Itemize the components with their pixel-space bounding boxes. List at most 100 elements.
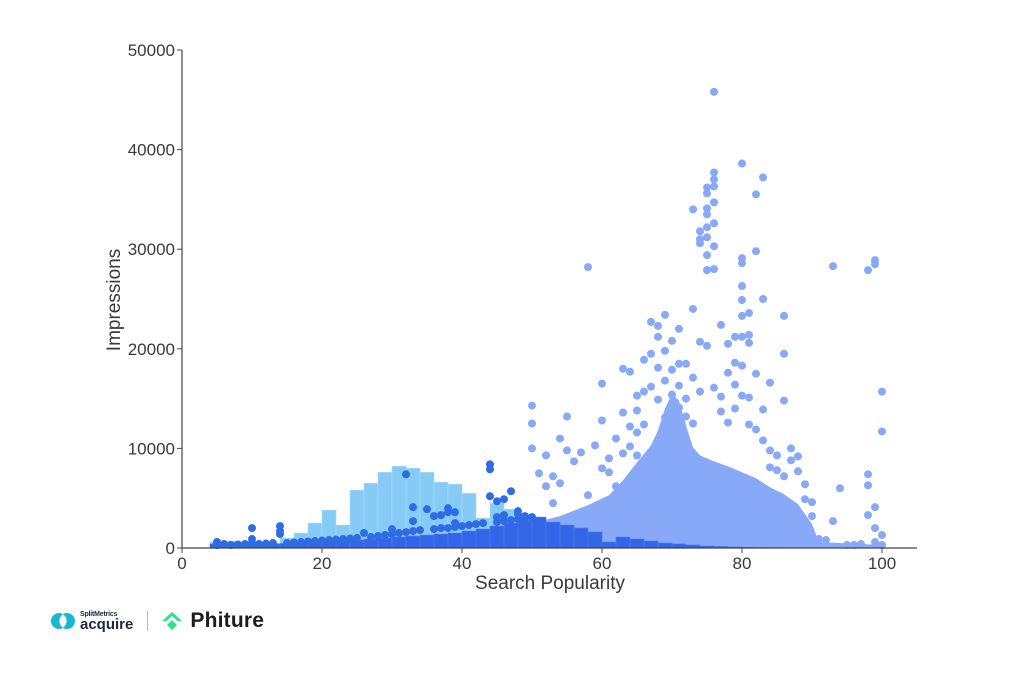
scatter-point	[724, 339, 732, 348]
scatter-point	[689, 304, 697, 313]
scatter-point	[710, 175, 718, 184]
scatter-point	[731, 358, 739, 367]
scatter-point	[556, 434, 564, 443]
scatter-point	[661, 310, 669, 319]
scatter-point	[353, 534, 361, 543]
scatter-point	[255, 540, 263, 549]
phiture-logo: Phiture	[162, 609, 264, 633]
scatter-point	[675, 403, 683, 412]
x-tick-label: 60	[593, 554, 612, 573]
scatter-point	[780, 472, 788, 481]
scatter-point	[703, 341, 711, 350]
scatter-point	[500, 517, 508, 526]
scatter-point	[269, 539, 277, 548]
scatter-point	[738, 282, 746, 291]
scatter-point	[332, 535, 340, 544]
scatter-point	[717, 320, 725, 329]
scatter-point	[262, 539, 270, 548]
histogram-bar	[517, 519, 533, 549]
histogram-bar	[615, 536, 631, 549]
scatter-point	[731, 404, 739, 413]
scatter-point	[437, 511, 445, 520]
scatter-point	[227, 541, 235, 550]
scatter-point	[346, 534, 354, 543]
scatter-point	[416, 526, 424, 535]
x-tick-label: 40	[453, 554, 472, 573]
scatter-point	[647, 382, 655, 391]
x-axis-title: Search Popularity	[475, 573, 625, 594]
y-tick-label: 0	[166, 539, 175, 558]
scatter-point	[605, 454, 613, 463]
scatter-point	[668, 418, 676, 427]
scatter-point	[864, 481, 872, 490]
scatter-point	[745, 420, 753, 429]
scatter-point	[444, 524, 452, 533]
scatter-point	[661, 346, 669, 355]
scatter-point	[689, 419, 697, 428]
scatter-point	[738, 159, 746, 168]
footer-logos: SplitMetrics acquire Phiture	[50, 606, 264, 636]
scatter-point	[696, 239, 704, 248]
scatter-point	[528, 419, 536, 428]
scatter-point	[731, 332, 739, 341]
scatter-point	[864, 470, 872, 479]
scatter-point	[612, 482, 620, 491]
scatter-point	[654, 321, 662, 330]
scatter-point	[808, 512, 816, 521]
scatter-point	[710, 198, 718, 207]
scatter-point	[759, 173, 767, 182]
scatter-point	[829, 262, 837, 271]
scatter-point	[367, 533, 375, 542]
scatter-point	[878, 387, 886, 396]
scatter-point	[619, 449, 627, 458]
scatter-point	[633, 428, 641, 437]
scatter-point	[836, 484, 844, 493]
plot-area	[209, 87, 886, 550]
scatter-point	[857, 540, 865, 549]
scatter-point	[773, 466, 781, 475]
scatter-point	[815, 535, 823, 544]
scatter-series-high-popularity	[528, 87, 886, 550]
scatter-point	[598, 379, 606, 388]
scatter-point	[766, 463, 774, 472]
scatter-point	[542, 451, 550, 460]
scatter-point	[661, 376, 669, 385]
scatter-point	[878, 427, 886, 436]
scatter-point	[241, 540, 249, 549]
scatter-point	[794, 467, 802, 476]
scatter-point	[843, 541, 851, 550]
scatter-point	[500, 495, 508, 504]
scatter-point	[696, 337, 704, 346]
scatter-point	[703, 233, 711, 242]
scatter-point	[738, 295, 746, 304]
scatter-point	[773, 451, 781, 460]
scatter-point	[318, 536, 326, 545]
scatter-point	[458, 522, 466, 531]
scatter-point	[479, 519, 487, 528]
scatter-point	[689, 373, 697, 382]
scatter-point	[626, 422, 634, 431]
x-tick-label: 80	[733, 554, 752, 573]
scatter-point	[871, 260, 879, 269]
scatter-point	[878, 531, 886, 540]
scatter-point	[535, 469, 543, 478]
scatter-point	[738, 332, 746, 341]
logo-divider	[147, 611, 149, 631]
scatter-point	[710, 242, 718, 251]
scatter-point	[472, 520, 480, 529]
scatter-point	[311, 537, 319, 546]
scatter-point	[703, 189, 711, 198]
scatter-point	[703, 251, 711, 260]
scatter-point	[717, 392, 725, 401]
scatter-point	[661, 413, 669, 422]
scatter-point	[682, 412, 690, 421]
scatter-point	[409, 517, 417, 526]
histogram-bar	[377, 537, 393, 549]
histogram-bar	[657, 542, 673, 549]
scatter-point	[703, 266, 711, 275]
scatter-point	[430, 525, 438, 534]
scatter-point	[584, 263, 592, 272]
scatter-point	[633, 451, 641, 460]
scatter-point	[703, 183, 711, 192]
scatter-point	[465, 521, 473, 530]
